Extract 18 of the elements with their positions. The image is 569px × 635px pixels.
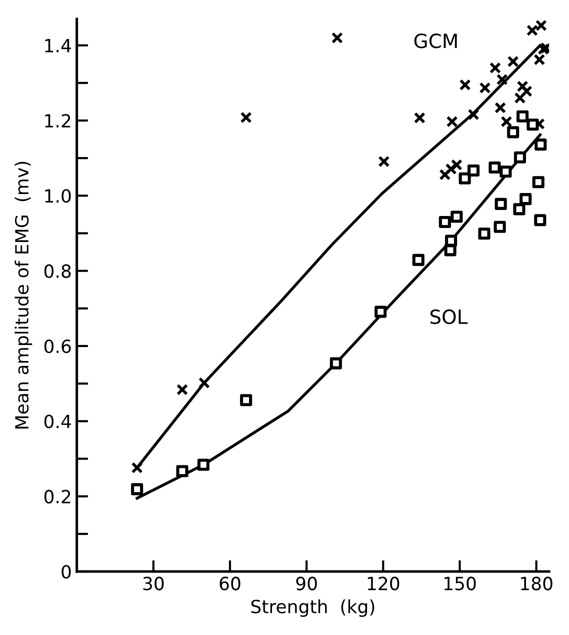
y-tick-label: 1.2 — [45, 114, 70, 128]
x-tick-label: 60 — [220, 576, 240, 590]
y-tick-label: 0.6 — [44, 339, 71, 354]
x-tick-label: 150 — [444, 576, 476, 590]
x-tick-label: 120 — [368, 576, 400, 590]
series-label: SOL — [430, 309, 468, 324]
y-tick-label: 1.4 — [45, 39, 71, 52]
x-tick-label: 90 — [296, 576, 317, 590]
y-tick-label: 1.0 — [45, 189, 71, 203]
x-tick-label: 30 — [143, 576, 164, 590]
x-axis-title: Strength (kg) — [251, 599, 374, 617]
x-tick-label: 180 — [521, 576, 552, 590]
y-tick-label: 0.8 — [44, 264, 71, 278]
y-tick-label: 0 — [62, 564, 71, 579]
y-tick-label: 0.2 — [44, 490, 70, 504]
y-axis-title: Mean amplitude of EMG (mv) — [14, 162, 32, 428]
y-tick-label: 0.4 — [44, 414, 71, 428]
text: GCM — [414, 34, 457, 48]
